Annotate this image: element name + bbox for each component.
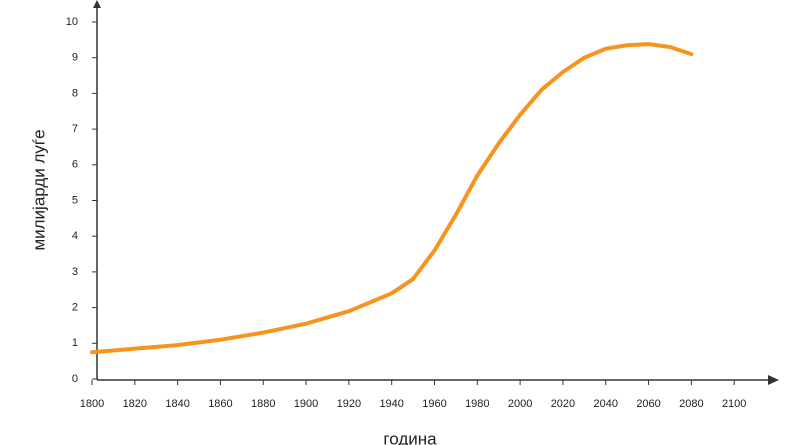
x-tick-label: 1840 <box>165 398 189 410</box>
x-tick-label: 2000 <box>508 398 532 410</box>
y-tick-label: 7 <box>72 123 78 135</box>
x-tick-label: 2080 <box>679 398 703 410</box>
x-tick-label: 1800 <box>80 398 104 410</box>
x-tick-label: 2060 <box>636 398 660 410</box>
y-tick-label: 6 <box>72 159 78 171</box>
x-tick-label: 1960 <box>422 398 446 410</box>
y-tick-label: 10 <box>66 16 78 28</box>
y-tick-label: 4 <box>72 230 78 242</box>
x-tick-label: 2100 <box>722 398 746 410</box>
x-tick-label: 1940 <box>379 398 403 410</box>
y-tick-label: 2 <box>72 302 78 314</box>
y-tick-label: 9 <box>72 52 78 64</box>
x-axis-arrow <box>768 375 779 385</box>
y-axis-title: милијарди луѓе <box>29 129 48 250</box>
x-tick-label: 1880 <box>251 398 275 410</box>
x-tick-label: 2020 <box>551 398 575 410</box>
line-series <box>90 42 694 355</box>
y-tick-label: 0 <box>72 373 78 385</box>
x-axis-title: година <box>383 429 437 445</box>
x-tick-label: 1920 <box>337 398 361 410</box>
y-axis-arrow <box>93 0 101 8</box>
x-tick-label: 1980 <box>465 398 489 410</box>
x-tick-label: 2040 <box>594 398 618 410</box>
y-tick-label: 5 <box>72 194 78 206</box>
x-tick-label: 1860 <box>208 398 232 410</box>
y-tick-label: 8 <box>72 87 78 99</box>
x-tick-label: 1900 <box>294 398 318 410</box>
y-tick-label: 1 <box>72 337 78 349</box>
y-tick-label: 3 <box>72 266 78 278</box>
x-tick-label: 1820 <box>123 398 147 410</box>
